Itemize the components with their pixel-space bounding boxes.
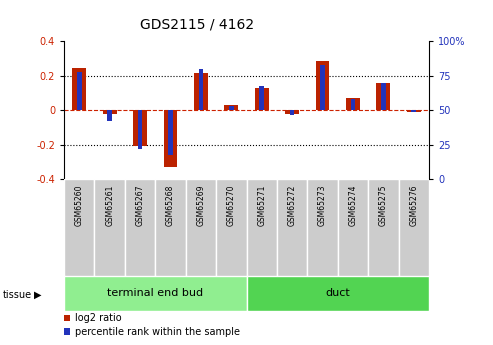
- Text: tissue: tissue: [2, 290, 32, 300]
- Bar: [103, 110, 116, 114]
- Bar: [346, 98, 360, 110]
- Text: GSM65268: GSM65268: [166, 184, 175, 226]
- Bar: [125, 179, 155, 276]
- Text: GSM65272: GSM65272: [287, 184, 297, 226]
- Bar: [229, 106, 234, 110]
- Text: GSM65275: GSM65275: [379, 184, 388, 226]
- Text: GSM65260: GSM65260: [75, 184, 84, 226]
- Text: GSM65271: GSM65271: [257, 184, 266, 226]
- Text: GSM65274: GSM65274: [349, 184, 357, 226]
- Text: GSM65270: GSM65270: [227, 184, 236, 226]
- Bar: [155, 179, 186, 276]
- Bar: [164, 110, 177, 167]
- Text: duct: duct: [325, 288, 350, 298]
- Bar: [133, 110, 147, 146]
- Bar: [64, 276, 246, 310]
- Text: percentile rank within the sample: percentile rank within the sample: [75, 327, 240, 337]
- Bar: [216, 179, 246, 276]
- Text: log2 ratio: log2 ratio: [75, 313, 122, 323]
- Bar: [320, 65, 325, 110]
- Bar: [407, 110, 421, 112]
- Bar: [64, 179, 95, 276]
- Text: GSM65269: GSM65269: [196, 184, 206, 226]
- Bar: [381, 83, 386, 110]
- Bar: [107, 110, 112, 121]
- Bar: [285, 110, 299, 114]
- Bar: [277, 179, 307, 276]
- Bar: [186, 179, 216, 276]
- Bar: [398, 179, 429, 276]
- Text: GSM65267: GSM65267: [136, 184, 144, 226]
- Text: ▶: ▶: [34, 290, 41, 300]
- Bar: [138, 110, 142, 149]
- Bar: [246, 179, 277, 276]
- Bar: [168, 110, 173, 155]
- Bar: [255, 88, 269, 110]
- Bar: [95, 179, 125, 276]
- Text: GSM65276: GSM65276: [409, 184, 418, 226]
- Bar: [351, 99, 355, 110]
- Bar: [307, 179, 338, 276]
- Bar: [77, 72, 81, 110]
- Bar: [338, 179, 368, 276]
- Text: GSM65273: GSM65273: [318, 184, 327, 226]
- Text: GDS2115 / 4162: GDS2115 / 4162: [140, 17, 254, 31]
- Bar: [377, 83, 390, 110]
- Bar: [368, 179, 398, 276]
- Bar: [199, 69, 203, 110]
- Bar: [290, 110, 294, 115]
- Bar: [246, 276, 429, 310]
- Bar: [224, 105, 238, 110]
- Text: GSM65261: GSM65261: [105, 184, 114, 226]
- Bar: [259, 86, 264, 110]
- Bar: [72, 68, 86, 110]
- Bar: [412, 110, 416, 112]
- Text: terminal end bud: terminal end bud: [107, 288, 203, 298]
- Bar: [316, 61, 329, 110]
- Bar: [194, 73, 208, 110]
